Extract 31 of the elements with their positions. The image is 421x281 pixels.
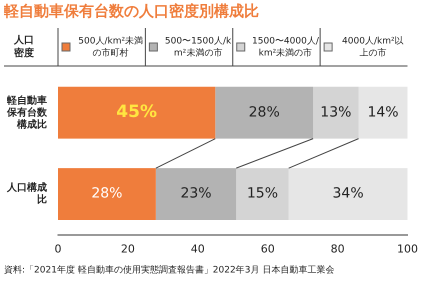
data-label: 23%	[180, 186, 212, 202]
text: 資料:「2021年度 軽自動車の使用実態調査報告書」2022年3月 日本自動車工業会	[4, 264, 334, 276]
bar	[156, 168, 236, 220]
bar	[313, 86, 359, 139]
data-label: 45%	[116, 102, 157, 122]
bar	[236, 168, 289, 220]
data-label: 28%	[248, 104, 280, 120]
legend-label: 500〜1500人/km²未満の市	[164, 35, 232, 58]
x-tick-label: 20	[120, 242, 135, 256]
x-tick-label: 60	[260, 242, 275, 256]
data-label: 13%	[320, 104, 352, 120]
legend-title: 人口密度	[13, 34, 34, 60]
data-label: 34%	[332, 186, 364, 202]
bar	[58, 168, 156, 220]
legend-label: 1500〜4000人/km²未満の市	[252, 35, 320, 58]
data-label: 14%	[367, 104, 399, 120]
x-tick-label: 0	[54, 242, 62, 256]
y-tick-label: 人口構成比	[6, 182, 47, 206]
x-tick-label: 100	[397, 242, 418, 256]
data-label: 15%	[246, 186, 278, 202]
bar	[215, 86, 314, 139]
legend-label: 4000人/km²以上の市	[342, 35, 404, 58]
bar	[58, 86, 216, 139]
legend-label: 500人/km²未満の市町村	[78, 35, 144, 58]
x-tick-label: 40	[190, 242, 205, 256]
bar	[358, 86, 408, 139]
chart-title: 軽自動車保有台数の人口密度別構成比	[3, 2, 259, 20]
data-label: 28%	[91, 186, 122, 202]
x-tick-label: 80	[330, 242, 345, 256]
bar	[288, 168, 408, 220]
y-tick-label: 軽自動車保有台数構成比	[6, 94, 48, 130]
